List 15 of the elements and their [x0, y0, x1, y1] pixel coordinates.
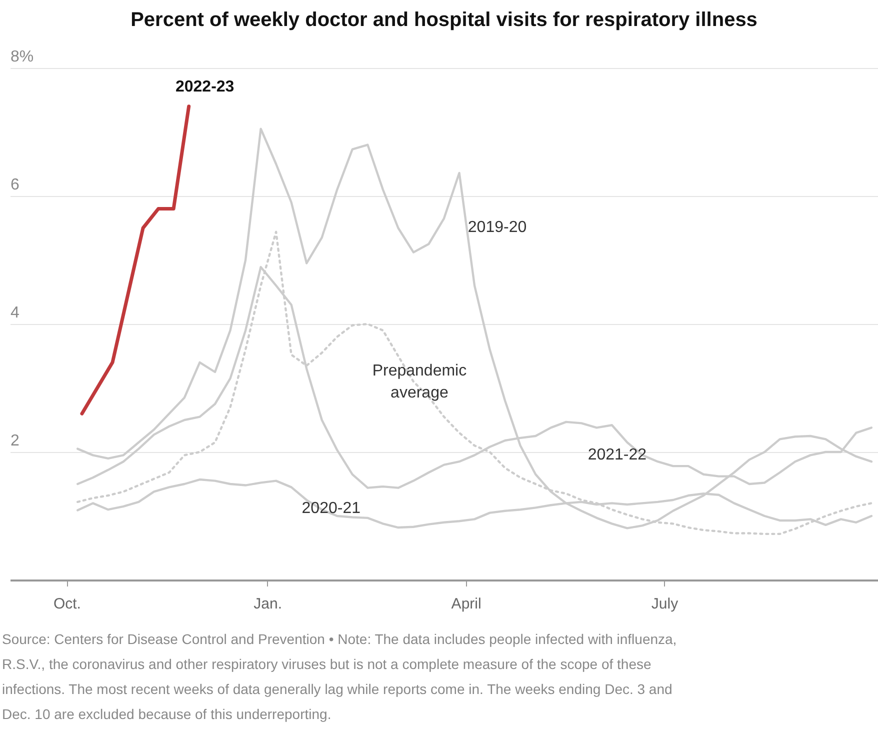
y-tick-label: 8%	[10, 48, 34, 66]
series-label: 2019-20	[468, 218, 527, 236]
series-label: 2022-23	[175, 78, 234, 96]
y-tick-label: 2	[10, 432, 20, 450]
x-tick-label: July	[651, 596, 679, 612]
series-label: 2020-21	[302, 500, 361, 517]
y-tick-label: 6	[10, 176, 20, 194]
y-tick-label: 4	[10, 304, 20, 322]
x-tick-label: April	[451, 596, 482, 612]
source-note: Source: Centers for Disease Control and Prevention • Note: The data includes people infected with influenza, R.S.V., the coronavirus and other respiratory viruses but is not a complete measure of the scope of these infections. The most recent weeks of data generally lag while reports come in. The weeks ending Dec. 3 and Dec. 10 are excluded because of this underreporting.	[2, 631, 677, 722]
series-label: Prepandemic average	[372, 362, 467, 402]
x-tick-label: Jan.	[254, 596, 282, 612]
series-label: 2021-22	[588, 446, 647, 464]
x-tick-label: Oct.	[53, 596, 81, 612]
chart-title: Percent of weekly doctor and hospital visits for respiratory illness	[130, 9, 758, 31]
